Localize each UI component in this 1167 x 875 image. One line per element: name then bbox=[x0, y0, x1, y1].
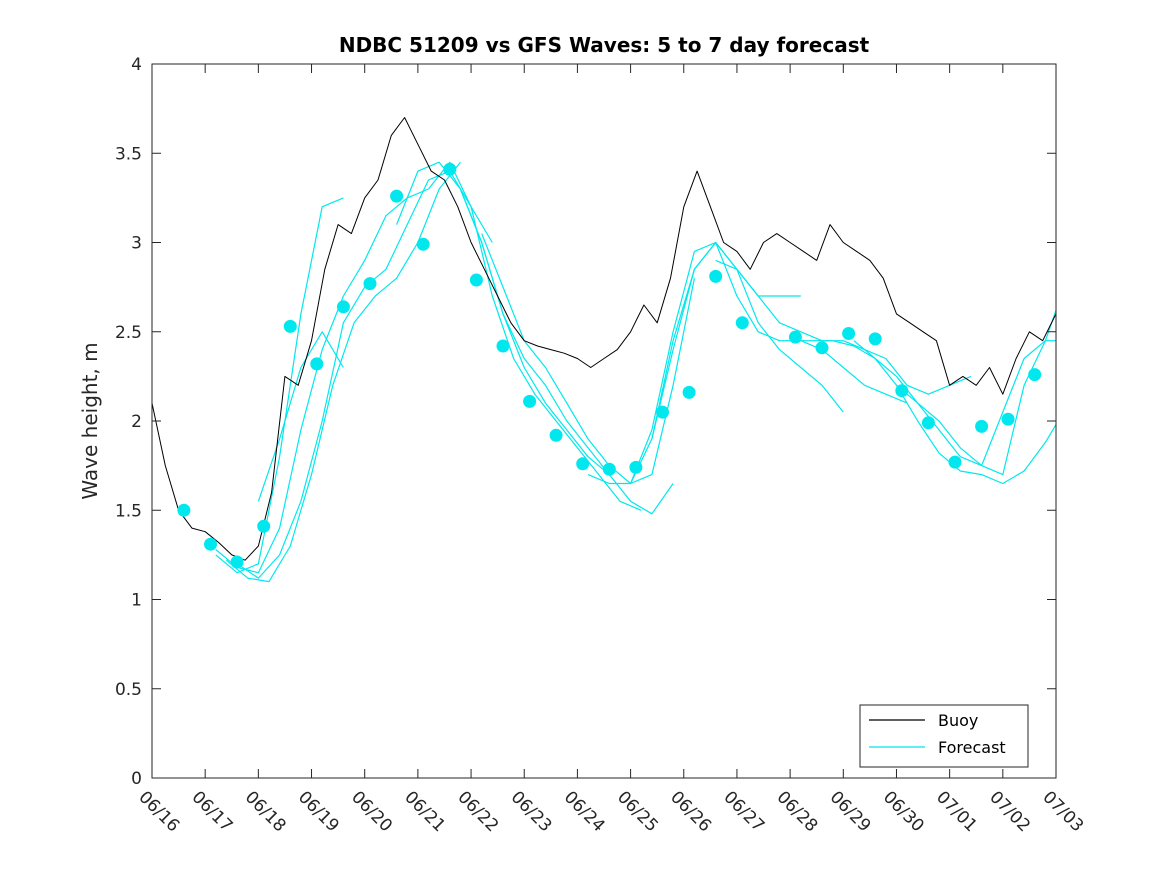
y-tick-label: 4 bbox=[131, 55, 142, 75]
forecast-marker-27 bbox=[895, 384, 909, 398]
forecast-marker-13 bbox=[496, 339, 510, 353]
forecast-marker-29 bbox=[948, 455, 962, 469]
forecast-marker-9 bbox=[390, 189, 404, 203]
forecast-marker-5 bbox=[283, 319, 297, 333]
forecast-run-line-7 bbox=[428, 161, 642, 511]
forecast-marker-19 bbox=[656, 405, 669, 419]
chart-title: NDBC 51209 vs GFS Waves: 5 to 7 day fore… bbox=[339, 33, 870, 57]
forecast-marker-24 bbox=[815, 341, 829, 355]
forecast-marker-31 bbox=[1001, 412, 1015, 426]
forecast-marker-32 bbox=[1028, 368, 1042, 382]
legend-box bbox=[859, 704, 1029, 768]
forecast-run-line-2 bbox=[215, 188, 429, 574]
forecast-run-line-16 bbox=[896, 310, 1056, 467]
forecast-run-line-13 bbox=[715, 259, 972, 395]
forecast-marker-22 bbox=[735, 316, 749, 330]
forecast-run-line-8 bbox=[459, 188, 674, 515]
forecast-marker-15 bbox=[549, 428, 563, 442]
y-tick-label: 0.5 bbox=[115, 680, 142, 700]
legend-buoy-label: Buoy bbox=[938, 711, 978, 730]
y-tick-label: 3 bbox=[131, 234, 142, 254]
forecast-marker-6 bbox=[310, 357, 324, 371]
forecast-marker-1 bbox=[177, 503, 191, 517]
forecast-marker-30 bbox=[975, 419, 989, 433]
forecast-run-line-5 bbox=[257, 331, 344, 502]
forecast-marker-14 bbox=[523, 394, 537, 408]
forecast-run-line-14 bbox=[790, 340, 1056, 485]
forecast-marker-2 bbox=[204, 537, 217, 551]
forecast-marker-16 bbox=[576, 457, 590, 471]
y-axis-label: Wave height, m bbox=[78, 342, 102, 499]
forecast-marker-25 bbox=[842, 327, 856, 340]
forecast-marker-10 bbox=[416, 237, 430, 251]
plot-series-group bbox=[152, 117, 1056, 583]
forecast-run-line-3 bbox=[226, 161, 461, 583]
forecast-run-line-9 bbox=[481, 233, 695, 485]
legend: Buoy Forecast bbox=[859, 704, 1029, 768]
forecast-marker-20 bbox=[682, 385, 696, 399]
forecast-marker-26 bbox=[868, 332, 882, 346]
y-tick-label: 2.5 bbox=[115, 323, 142, 343]
y-tick-label: 2 bbox=[131, 412, 142, 432]
forecast-marker-18 bbox=[629, 460, 643, 474]
y-tick-label: 3.5 bbox=[115, 144, 142, 164]
y-tick-label: 1 bbox=[131, 591, 142, 611]
forecast-run-line-12 bbox=[651, 241, 908, 440]
forecast-run-line-1 bbox=[215, 197, 344, 574]
forecast-marker-23 bbox=[788, 330, 802, 344]
legend-forecast-label: Forecast bbox=[938, 738, 1006, 757]
forecast-marker-7 bbox=[336, 300, 350, 314]
forecast-marker-17 bbox=[602, 462, 616, 476]
forecast-marker-3 bbox=[230, 555, 244, 569]
y-axis: 0 0.5 1 1.5 2 2.5 3 3.5 4 bbox=[115, 55, 1056, 789]
y-tick-label: 1.5 bbox=[115, 501, 142, 521]
forecast-marker-21 bbox=[709, 269, 723, 283]
forecast-marker-28 bbox=[921, 416, 935, 430]
y-tick-label: 0 bbox=[131, 769, 142, 789]
forecast-marker-8 bbox=[363, 277, 377, 291]
forecast-marker-4 bbox=[257, 519, 271, 533]
forecast-marker-11 bbox=[443, 162, 457, 176]
plot-area bbox=[152, 117, 1056, 583]
buoy-line bbox=[152, 117, 1056, 561]
forecast-marker-12 bbox=[469, 273, 483, 287]
